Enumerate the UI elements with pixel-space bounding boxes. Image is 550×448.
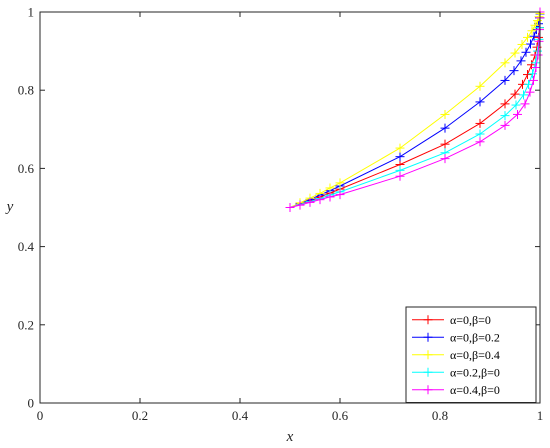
data-point — [440, 123, 450, 133]
data-point — [500, 75, 510, 85]
data-point — [440, 109, 450, 119]
x-tick-label: 0.4 — [232, 408, 249, 423]
data-point — [530, 20, 540, 30]
data-point — [521, 47, 531, 57]
legend-label: α=0,β=0.4 — [450, 348, 500, 362]
data-point — [513, 109, 522, 119]
legend-item: α=0.4,β=0 — [412, 383, 500, 397]
data-point — [475, 118, 485, 128]
y-tick-label: 1 — [28, 5, 35, 20]
data-point — [440, 154, 450, 164]
data-point — [285, 203, 295, 212]
y-tick-label: 0.6 — [18, 161, 35, 176]
data-point — [335, 178, 345, 188]
data-point — [475, 137, 485, 147]
series-4 — [285, 7, 545, 212]
legend-item: α=0,β=0.4 — [412, 348, 500, 362]
data-point — [520, 99, 530, 109]
data-point — [524, 79, 533, 89]
data-point — [509, 66, 519, 76]
data-point — [395, 171, 405, 181]
legend-label: α=0.4,β=0 — [450, 383, 500, 397]
legend: α=0,β=0 α=0,β=0.2 α=0,β=0.4 α=0.2,β=0 α=0.4,… — [405, 306, 537, 403]
data-point — [395, 152, 405, 162]
data-point — [529, 31, 539, 41]
data-point — [475, 81, 485, 91]
data-point — [534, 36, 544, 46]
data-point — [523, 70, 532, 80]
legend-item: α=0.2,β=0 — [412, 365, 500, 379]
data-point — [500, 120, 510, 130]
y-axis-label: y — [5, 199, 14, 215]
x-tick-label: 1 — [537, 408, 544, 423]
data-point — [526, 39, 535, 49]
data-point — [305, 197, 315, 207]
data-point — [519, 90, 528, 100]
legend-item: α=0,β=0 — [412, 313, 491, 327]
data-point — [335, 190, 345, 200]
legend-label: α=0,β=0 — [450, 313, 491, 327]
data-point — [510, 48, 520, 58]
axes-box — [39, 11, 541, 404]
x-axis-label: x — [286, 429, 294, 445]
data-point — [500, 58, 510, 68]
data-point — [510, 89, 520, 99]
plot-lines — [285, 7, 545, 212]
y-tick-label: 0.8 — [18, 83, 34, 98]
data-point — [295, 200, 305, 210]
data-point — [528, 69, 537, 79]
data-point — [523, 32, 532, 42]
data-point — [440, 139, 450, 149]
data-point — [475, 129, 485, 139]
x-tick-label: 0.8 — [432, 408, 448, 423]
data-point — [325, 192, 335, 202]
data-point — [500, 111, 510, 121]
y-tick-label: 0 — [28, 396, 35, 411]
data-point — [500, 99, 510, 109]
x-tick-label: 0 — [37, 408, 44, 423]
data-point — [517, 39, 527, 49]
data-point — [531, 63, 541, 73]
x-tick-label: 0.2 — [132, 408, 148, 423]
data-point — [511, 100, 521, 110]
data-point — [525, 87, 535, 97]
data-point — [516, 56, 526, 66]
legend-item: α=0,β=0.2 — [412, 330, 500, 344]
data-point — [395, 143, 405, 153]
axes: 0 0.2 0.4 0.6 0.8 1 0 0.2 0.4 0.6 0.8 1 — [18, 5, 544, 424]
x-tick-label: 0.6 — [332, 408, 349, 423]
data-point — [475, 97, 485, 107]
y-tick-label: 0.2 — [18, 317, 34, 332]
legend-label: α=0.2,β=0 — [450, 365, 500, 379]
legend-label: α=0,β=0.2 — [450, 330, 500, 344]
y-tick-label: 0.4 — [18, 239, 35, 254]
data-point — [529, 75, 538, 85]
data-point — [533, 50, 543, 60]
data-point — [527, 26, 537, 36]
data-point — [315, 195, 325, 205]
